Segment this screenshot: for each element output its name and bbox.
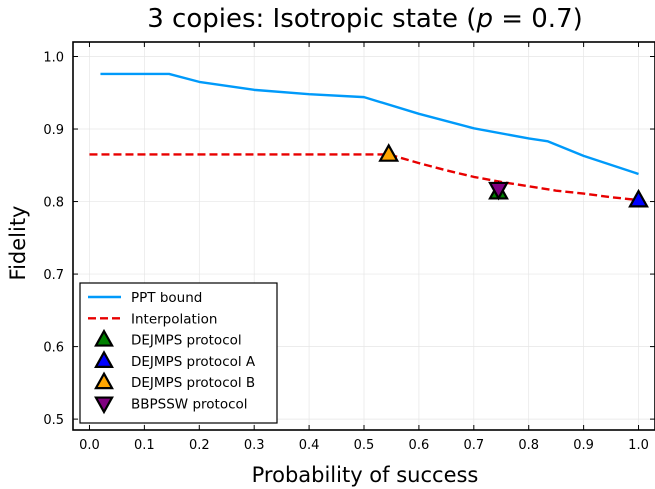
dejmps-protocol-a-marker <box>628 188 649 208</box>
legend-label-ppt-bound: PPT bound <box>131 290 202 306</box>
x-tick-label: 0.8 <box>518 438 539 453</box>
legend-swatch-dejmps-protocol <box>94 328 114 347</box>
y-tick-label: 0.6 <box>43 341 64 356</box>
ppt-bound-line <box>100 72 639 176</box>
x-axis-label: Probability of success <box>252 463 479 487</box>
legend-swatch-dejmps-protocol-a <box>94 350 114 368</box>
legend-box <box>79 282 278 424</box>
y-tick-label: 0.5 <box>43 413 64 428</box>
chart-title: 3 copies: Isotropic state (p = 0.7) <box>147 4 583 34</box>
x-tick-label: 0.4 <box>299 438 320 453</box>
legend: PPT bound Interpolation DEJMPS protocol DEJ… <box>79 282 278 424</box>
x-tick-labels: 0.0 0.1 0.2 0.3 0.4 0.5 0.6 0.7 0.8 0.9 1.0 <box>79 438 649 453</box>
tick-marks <box>73 42 655 430</box>
x-tick-label: 0.3 <box>244 438 265 453</box>
chart-title-variable: p <box>475 4 493 34</box>
legend-swatch-dejmps-protocol-b <box>94 371 114 390</box>
x-tick-label: 0.2 <box>189 438 210 453</box>
y-tick-label: 0.8 <box>43 196 64 211</box>
y-tick-label: 1.0 <box>43 51 64 66</box>
x-tick-label: 0.9 <box>573 438 594 453</box>
legend-label-bbpssw-protocol: BBPSSW protocol <box>131 397 248 413</box>
chart-title-prefix: 3 copies: Isotropic state ( <box>147 4 476 34</box>
x-tick-label: 0.1 <box>134 438 155 453</box>
bbpssw-protocol-marker <box>488 181 509 201</box>
x-tick-label: 0.5 <box>354 438 375 453</box>
legend-label-dejmps-protocol: DEJMPS protocol <box>131 333 242 349</box>
dejmps-protocol-b-marker <box>378 143 400 162</box>
plot-frame <box>72 41 655 431</box>
legend-items: PPT bound Interpolation DEJMPS protocol DEJ… <box>88 290 256 415</box>
x-tick-label: 0.0 <box>79 438 100 453</box>
y-axis-label: Fidelity <box>6 206 30 281</box>
y-tick-label: 0.7 <box>43 268 64 283</box>
series-layer <box>89 72 649 208</box>
legend-label-dejmps-protocol-b: DEJMPS protocol B <box>131 375 255 391</box>
y-tick-label: 0.9 <box>43 123 64 138</box>
x-tick-label: 0.6 <box>409 438 430 453</box>
legend-swatch-bbpssw-protocol <box>94 396 114 415</box>
chart-title-suffix: = 0.7) <box>493 4 583 34</box>
x-tick-label: 1.0 <box>628 438 649 453</box>
y-tick-labels: 0.5 0.6 0.7 0.8 0.9 1.0 <box>43 51 64 429</box>
legend-label-interpolation: Interpolation <box>131 311 217 327</box>
legend-label-dejmps-protocol-a: DEJMPS protocol A <box>131 354 256 370</box>
x-tick-label: 0.7 <box>463 438 484 453</box>
